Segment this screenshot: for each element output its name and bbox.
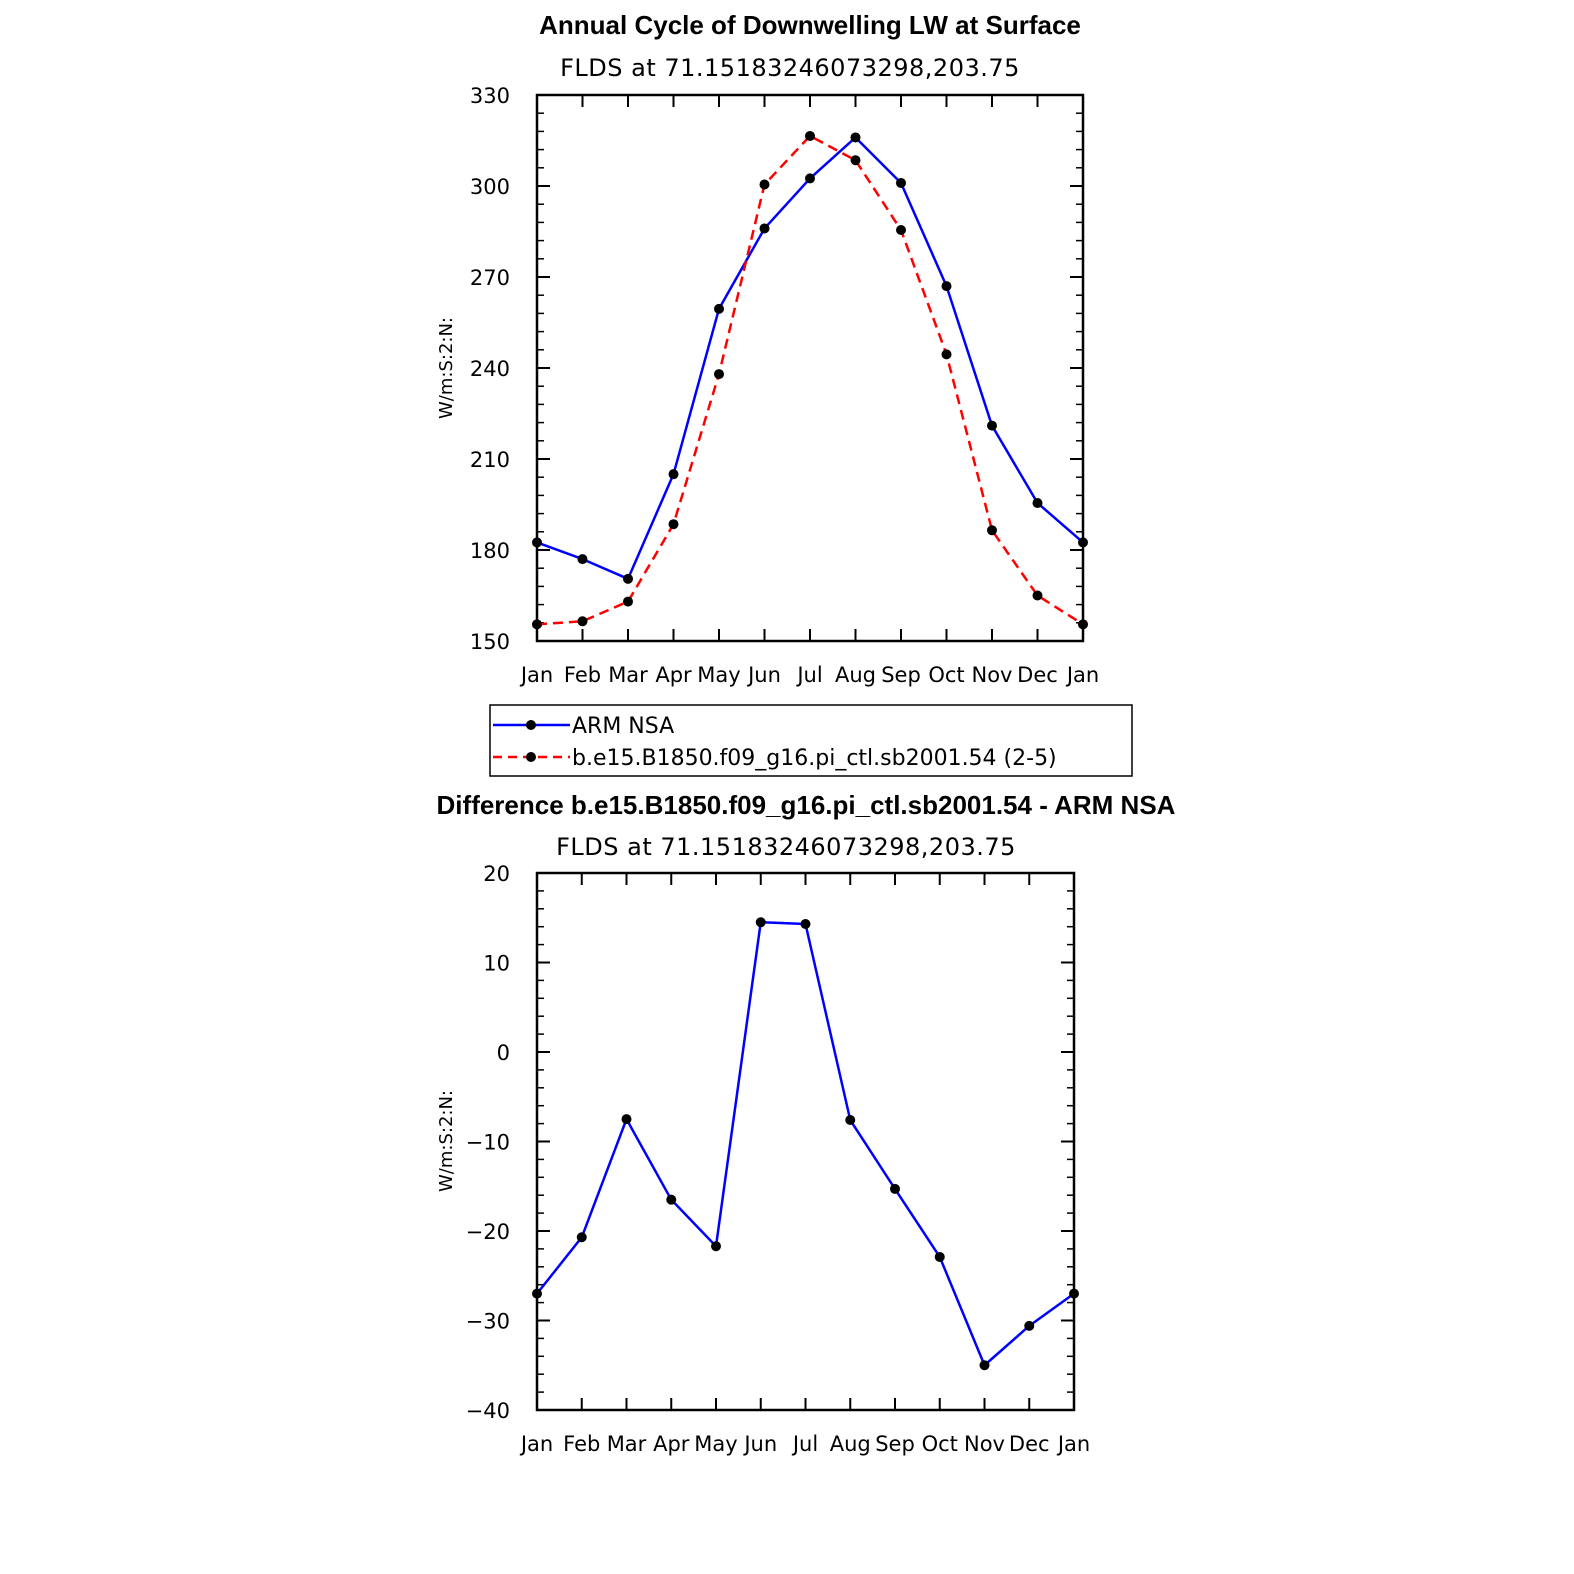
data-point [805,130,815,141]
data-point [979,1360,990,1371]
chart-title: Annual Cycle of Downwelling LW at Surfac… [539,10,1081,40]
x-tick-label: Oct [922,1432,958,1456]
y-axis-label: W/m:S:2:N: [436,1090,457,1192]
legend-marker-model [526,752,536,762]
x-tick-label: Jan [1056,1432,1090,1456]
data-point [711,1241,721,1252]
x-tick-label: May [694,1432,737,1456]
x-tick-label: Dec [1009,1432,1050,1456]
data-point [987,420,997,431]
data-point [890,1183,900,1194]
data-point [532,1288,542,1299]
x-tick-label: Nov [964,1432,1005,1456]
data-point [623,596,633,607]
data-point [1078,537,1088,548]
x-tick-label: Jun [742,1432,777,1456]
x-tick-label: Dec [1017,663,1058,687]
x-tick-label: Oct [928,663,964,687]
data-point [666,1194,677,1205]
data-point [987,525,997,536]
data-point [1024,1320,1035,1331]
y-tick-label: −40 [466,1399,510,1423]
x-tick-label: Apr [655,663,692,687]
legend-box [489,704,1133,777]
data-point [941,281,952,292]
y-tick-label: 180 [470,539,510,563]
y-tick-label: −30 [466,1310,510,1334]
data-point [668,519,679,530]
legend-marker-arm [526,720,536,730]
x-tick-label: Mar [607,1432,647,1456]
y-tick-label: 150 [470,630,510,654]
legend: ARM NSA b.e15.B1850.f09_g16.pi_ctl.sb200… [489,704,1133,777]
y-tick-label: 330 [470,84,510,108]
x-tick-label: Aug [835,663,876,687]
x-tick-label: Sep [881,663,921,687]
y-tick-label: 300 [470,175,510,199]
series-line-0 [536,136,1084,581]
x-tick-label: Jul [795,663,822,687]
data-point [668,469,679,480]
x-tick-label: Jul [791,1432,818,1456]
data-point [714,369,724,380]
x-tick-label: Jan [519,1432,553,1456]
y-tick-label: −20 [466,1220,510,1244]
x-tick-label: Jan [519,663,553,687]
chart-subtitle: FLDS at 71.15183246073298,203.75 [560,54,1020,82]
data-point [1032,590,1043,601]
y-tick-label: 210 [470,448,510,472]
data-point [896,224,906,235]
legend-label-model: b.e15.B1850.f09_g16.pi_ctl.sb2001.54 (2-… [572,746,1057,771]
x-tick-label: Jun [746,663,781,687]
plot-area: Jan Feb Mar Apr May Jun Jul Aug Sep Oct Nov Dec Jan 1… [470,84,1099,687]
data-point [896,177,906,188]
data-point [805,173,815,184]
data-point [621,1114,632,1125]
x-tick-label: Feb [563,1432,600,1456]
data-point [934,1251,945,1262]
y-tick-label: 270 [470,266,510,290]
annual-cycle-chart: Annual Cycle of Downwelling LW at Surfac… [436,10,1099,687]
y-tick-label: −10 [466,1131,510,1155]
x-tick-label: Sep [875,1432,915,1456]
legend-label-arm: ARM NSA [572,714,674,739]
y-tick-label: 20 [483,862,510,886]
data-point [1069,1288,1079,1299]
series-line-1 [536,134,1084,626]
data-point [623,573,633,584]
x-tick-label: May [697,663,740,687]
x-tick-label: Feb [564,663,601,687]
data-point [759,223,770,234]
data-point [845,1115,856,1126]
x-tick-label: Jan [1065,663,1099,687]
data-point [1032,497,1043,508]
x-tick-label: Apr [653,1432,690,1456]
data-point [850,132,861,143]
data-point [577,616,588,627]
chart-subtitle: FLDS at 71.15183246073298,203.75 [556,833,1016,861]
data-point [759,179,770,190]
difference-chart: Difference b.e15.B1850.f09_g16.pi_ctl.sb… [436,790,1176,1456]
y-tick-label: 240 [470,357,510,381]
x-tick-label: Aug [830,1432,871,1456]
data-point [576,1232,587,1243]
data-point [532,537,542,548]
x-tick-label: Mar [608,663,648,687]
y-axis-label: W/m:S:2:N: [436,317,457,419]
data-point [755,917,766,928]
x-tick-label: Nov [972,663,1013,687]
data-point [800,919,811,930]
data-point [577,554,588,565]
series-line-0 [536,920,1075,1367]
data-point [1078,619,1088,630]
data-point [941,349,952,360]
data-point [850,155,861,166]
chart-title: Difference b.e15.B1850.f09_g16.pi_ctl.sb… [437,790,1176,820]
data-point [714,303,724,314]
data-point [532,619,542,630]
y-tick-label: 0 [497,1041,510,1065]
plot-area: Jan Feb Mar Apr May Jun Jul Aug Sep Oct Nov Dec Jan−… [466,862,1091,1456]
y-tick-label: 10 [483,952,510,976]
